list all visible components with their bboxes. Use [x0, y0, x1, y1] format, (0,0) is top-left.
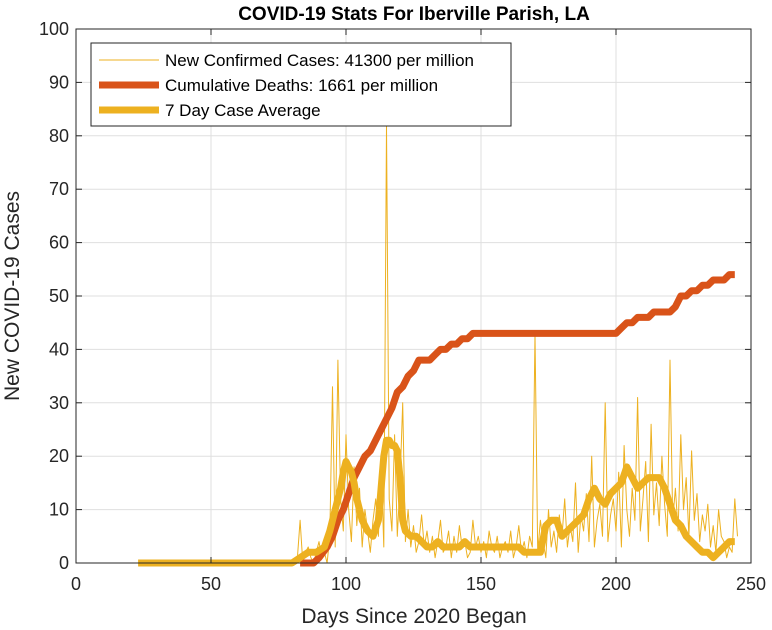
legend-label-1: New Confirmed Cases: 41300 per million — [165, 51, 474, 70]
x-tick-label: 250 — [736, 574, 766, 594]
y-axis-label: New COVID-19 Cases — [1, 191, 24, 401]
series-line-3 — [138, 436, 735, 567]
legend: New Confirmed Cases: 41300 per million Cu… — [90, 42, 512, 127]
legend-label-2: Cumulative Deaths: 1661 per million — [165, 76, 438, 95]
series-line-2 — [300, 271, 735, 567]
series-line-1 — [138, 124, 738, 564]
x-axis-label: Days Since 2020 Began — [301, 605, 526, 628]
y-tick-label: 0 — [59, 553, 69, 573]
series-lines — [138, 124, 738, 567]
y-tick-label: 80 — [49, 126, 69, 146]
x-tick-label: 150 — [466, 574, 496, 594]
axis-ticks: 0 50 100 150 200 250 0 10 20 30 40 50 60 70 80 90 100 — [39, 19, 766, 594]
y-tick-label: 70 — [49, 179, 69, 199]
y-tick-label: 30 — [49, 393, 69, 413]
legend-box — [90, 42, 512, 127]
x-tick-label: 50 — [201, 574, 221, 594]
y-tick-label: 90 — [49, 72, 69, 92]
y-tick-label: 60 — [49, 233, 69, 253]
legend-label-3: 7 Day Case Average — [165, 101, 321, 120]
y-tick-label: 50 — [49, 286, 69, 306]
y-tick-label: 100 — [39, 19, 69, 39]
y-tick-label: 40 — [49, 339, 69, 359]
chart-title: COVID-19 Stats For Iberville Parish, LA — [238, 4, 590, 25]
y-tick-label: 20 — [49, 446, 69, 466]
y-tick-label: 10 — [49, 500, 69, 520]
x-tick-label: 0 — [71, 574, 81, 594]
x-tick-label: 200 — [601, 574, 631, 594]
x-tick-label: 100 — [331, 574, 361, 594]
